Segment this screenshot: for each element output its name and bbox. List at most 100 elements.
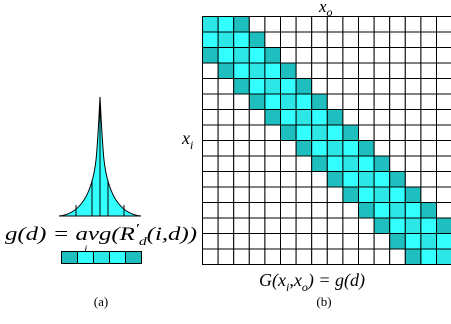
matrix-cell: [202, 124, 219, 141]
matrix-cell: [389, 248, 406, 265]
matrix-cell: [264, 171, 281, 188]
matrix-cell: [373, 202, 391, 219]
matrix-cell: [404, 62, 422, 79]
matrix-cell: [217, 31, 235, 48]
matrix-cell: [248, 109, 266, 126]
matrix-cell: [358, 248, 375, 265]
matrix-cell: [217, 16, 235, 33]
matrix-cell: [217, 140, 235, 157]
matrix-cell: [420, 16, 437, 33]
matrix-cell: [233, 109, 250, 126]
matrix-cell: [217, 248, 235, 265]
matrix-cell: [311, 186, 328, 203]
matrix-cell: [248, 171, 266, 188]
matrix-cell: [342, 140, 359, 157]
matrix-cell: [311, 47, 328, 64]
matrix-cell: [264, 16, 281, 33]
matrix-cell: [389, 109, 406, 126]
matrix-cell: [342, 16, 359, 33]
matrix-cell: [280, 109, 297, 126]
matrix-cell: [326, 93, 344, 110]
matrix-cell: [248, 124, 266, 141]
matrix-cell: [373, 109, 391, 126]
matrix-cell: [326, 124, 344, 141]
matrix-cell: [202, 202, 219, 219]
matrix-cell: [295, 93, 313, 110]
matrix-cell: [264, 47, 281, 64]
matrix-cell: [311, 202, 328, 219]
matrix-cell: [326, 78, 344, 95]
matrix-cell: [389, 186, 406, 203]
matrix-cell: [248, 155, 266, 172]
matrix-cell: [436, 31, 451, 48]
matrix-cell: [342, 62, 359, 79]
matrix-cell: [311, 124, 328, 141]
matrix-cell: [358, 171, 375, 188]
matrix-cell: [389, 233, 406, 250]
matrix-cell: [436, 233, 451, 250]
matrix-cell: [373, 140, 391, 157]
matrix-cell: [404, 248, 422, 265]
matrix-cell: [295, 124, 313, 141]
matrix-cell: [342, 202, 359, 219]
matrix-cell: [420, 248, 437, 265]
matrix-cell: [248, 140, 266, 157]
matrix-cell: [358, 47, 375, 64]
matrix-cell: [217, 202, 235, 219]
matrix-cell: [436, 202, 451, 219]
matrix-cell: [248, 62, 266, 79]
matrix-cell: [295, 202, 313, 219]
matrix-cell: [311, 16, 328, 33]
matrix-cell: [295, 155, 313, 172]
matrix-cell: [389, 155, 406, 172]
matrix-cell: [248, 202, 266, 219]
matrix-cell: [358, 31, 375, 48]
matrix-cell: [389, 47, 406, 64]
matrix-cell: [202, 93, 219, 110]
matrix-cell: [326, 140, 344, 157]
matrix-cell: [326, 155, 344, 172]
kernel-cell: [125, 251, 142, 264]
matrix-cell: [264, 233, 281, 250]
matrix-cell: [202, 109, 219, 126]
matrix-cell: [248, 78, 266, 95]
matrix-cell: [342, 31, 359, 48]
matrix-cell: [358, 16, 375, 33]
matrix-cell: [311, 109, 328, 126]
matrix-cell: [404, 171, 422, 188]
matrix-cell: [326, 109, 344, 126]
matrix-cell: [404, 47, 422, 64]
matrix-cell: [420, 62, 437, 79]
matrix-cell: [202, 47, 219, 64]
matrix-cell: [295, 78, 313, 95]
matrix-cell: [233, 31, 250, 48]
kernel-profile: [58, 96, 142, 217]
matrix-cell: [420, 140, 437, 157]
matrix-cell: [326, 62, 344, 79]
matrix-cell: [280, 47, 297, 64]
matrix-cell: [404, 78, 422, 95]
matrix-cell: [404, 202, 422, 219]
matrix-cell: [389, 140, 406, 157]
matrix-cell: [217, 109, 235, 126]
matrix-cell: [295, 248, 313, 265]
matrix-cell: [233, 202, 250, 219]
matrix-cell: [264, 217, 281, 234]
caption-a: (a): [94, 294, 108, 309]
matrix-cell: [202, 171, 219, 188]
matrix-cell: [217, 171, 235, 188]
matrix-cell: [389, 124, 406, 141]
matrix-cell: [404, 186, 422, 203]
matrix-cell: [389, 62, 406, 79]
matrix-cell: [373, 62, 391, 79]
matrix-cell: [295, 47, 313, 64]
matrix-cell: [436, 93, 451, 110]
matrix-cell: [342, 155, 359, 172]
matrix-cell: [326, 248, 344, 265]
matrix-cell: [311, 233, 328, 250]
matrix-cell: [342, 78, 359, 95]
matrix-cell: [202, 140, 219, 157]
matrix-cell: [358, 155, 375, 172]
matrix-cell: [436, 248, 451, 265]
